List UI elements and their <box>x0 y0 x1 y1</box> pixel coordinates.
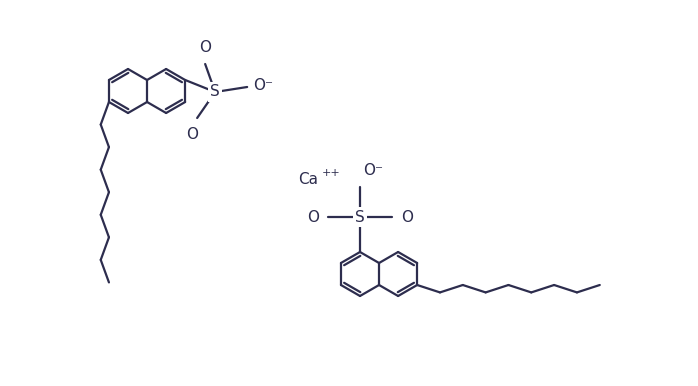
Text: O: O <box>307 210 319 225</box>
Text: O: O <box>401 210 413 225</box>
Text: O⁻: O⁻ <box>253 78 273 93</box>
Text: S: S <box>355 210 365 225</box>
Text: O: O <box>186 127 198 142</box>
Text: ++: ++ <box>322 168 341 178</box>
Text: S: S <box>210 85 220 100</box>
Text: O: O <box>199 40 211 55</box>
Text: Ca: Ca <box>298 171 318 186</box>
Text: O⁻: O⁻ <box>363 163 383 178</box>
